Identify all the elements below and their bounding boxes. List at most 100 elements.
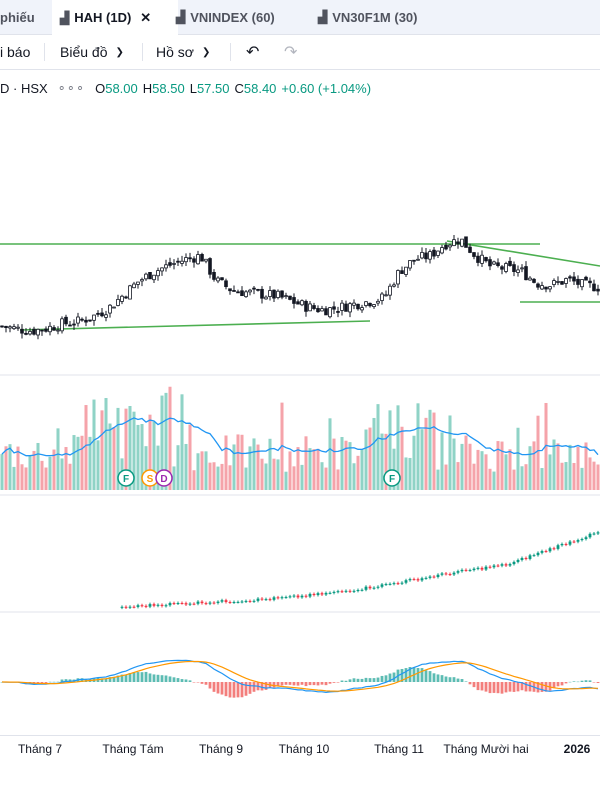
- indicator-body: [420, 578, 424, 581]
- more-icon[interactable]: ∘∘∘: [57, 80, 86, 95]
- indicator-body: [400, 582, 404, 584]
- candle-body: [292, 297, 296, 304]
- indicator-body: [136, 605, 140, 607]
- macd-bar: [64, 679, 68, 682]
- indicator-body: [172, 603, 176, 605]
- close-icon[interactable]: ✕: [140, 9, 152, 25]
- candle-body: [472, 252, 476, 257]
- volume-bar: [100, 410, 104, 490]
- redo-button[interactable]: ↷: [284, 35, 297, 69]
- volume-bar: [536, 415, 540, 490]
- volume-bar: [164, 392, 168, 490]
- indicator-body: [416, 579, 420, 581]
- tab-hah[interactable]: ▟ HAH (1D) ✕: [52, 0, 178, 35]
- macd-bar: [368, 678, 372, 682]
- profile-button[interactable]: Hồ sơ ❯: [156, 35, 210, 69]
- candle-body: [68, 324, 72, 327]
- volume-bar: [292, 466, 296, 490]
- candle-body: [268, 290, 272, 297]
- candle-body: [380, 293, 384, 301]
- volume-bar: [36, 442, 40, 490]
- indicator-body: [488, 566, 492, 568]
- volume-bar: [400, 426, 404, 490]
- volume-bar: [588, 457, 592, 490]
- macd-bar: [476, 682, 480, 691]
- macd-bar: [376, 677, 380, 682]
- volume-bar: [76, 436, 80, 490]
- macd-bar: [248, 682, 252, 694]
- volume-bar: [504, 454, 508, 490]
- volume-bar: [288, 451, 292, 490]
- tab-label: phiếu: [0, 9, 35, 25]
- candle-body: [224, 280, 228, 288]
- volume-bar: [384, 433, 388, 490]
- indicator-body: [432, 576, 436, 578]
- redo-icon: ↷: [284, 44, 298, 61]
- indicator-body: [348, 590, 352, 592]
- indicator-body: [152, 604, 156, 606]
- candle-body: [288, 295, 292, 300]
- volume-bar: [48, 456, 52, 490]
- indicator-body: [480, 567, 484, 570]
- macd-bar: [504, 682, 508, 693]
- candle-body: [148, 272, 152, 280]
- candle-body: [252, 287, 256, 290]
- indicator-body: [168, 603, 172, 606]
- candle-body: [536, 283, 540, 288]
- volume-bar: [364, 429, 368, 490]
- macd-bar: [48, 681, 52, 683]
- candle-body: [56, 329, 60, 332]
- trend-line: [19, 320, 371, 331]
- macd-bar: [500, 682, 504, 694]
- candle-body: [276, 290, 280, 298]
- candle-body: [316, 308, 320, 313]
- tab-phieu[interactable]: phiếu: [0, 0, 52, 34]
- macd-bar: [140, 672, 144, 682]
- candle-body: [432, 249, 436, 257]
- time-axis[interactable]: Tháng 7 Tháng Tám Tháng 9 Tháng 10 Tháng…: [0, 735, 600, 760]
- indicator-body: [452, 572, 456, 575]
- macd-bar: [384, 675, 388, 682]
- volume-ma-path: [1, 417, 599, 457]
- tab-vn30f1m[interactable]: ▟ VN30F1M (30): [318, 0, 448, 34]
- macd-bar: [116, 675, 120, 682]
- candle-body: [108, 304, 112, 314]
- candle-body: [408, 260, 412, 269]
- candle-body: [200, 254, 204, 262]
- undo-button[interactable]: ↶: [246, 35, 259, 69]
- candle-body: [240, 290, 244, 297]
- volume-bar: [232, 444, 236, 490]
- tab-vnindex[interactable]: ▟ VNINDEX (60): [176, 0, 296, 34]
- indicator-body: [164, 605, 168, 607]
- macd-bar: [552, 682, 556, 689]
- candle-body: [496, 262, 500, 266]
- candle-body: [92, 314, 96, 321]
- indicator-body: [492, 565, 496, 568]
- candle-body: [596, 288, 600, 292]
- volume-bar: [8, 444, 12, 490]
- indicator-body: [572, 541, 576, 543]
- candle-body: [548, 286, 552, 290]
- candle-body: [216, 277, 220, 282]
- candle-body: [372, 304, 376, 307]
- macd-bar: [180, 679, 184, 682]
- volume-bar: [16, 446, 20, 490]
- macd-bar: [224, 682, 228, 697]
- volume-bar: [520, 466, 524, 490]
- symbol-label[interactable]: D · HSX: [0, 80, 48, 96]
- volume-bar: [592, 461, 596, 490]
- volume-bar: [40, 460, 44, 490]
- volume-bar: [488, 468, 492, 490]
- chevron-down-icon: ❯: [115, 46, 124, 58]
- candle-body: [360, 307, 364, 311]
- macd-bar: [540, 682, 544, 692]
- indicator-body: [428, 576, 432, 578]
- charts-button[interactable]: Biểu đồ ❯: [60, 35, 124, 69]
- macd-bar: [56, 681, 60, 683]
- volume-bar: [304, 436, 308, 490]
- volume-bar: [472, 463, 476, 490]
- macd-bar: [348, 679, 352, 682]
- candle-body: [84, 319, 88, 323]
- alerts-button[interactable]: i báo: [0, 35, 30, 69]
